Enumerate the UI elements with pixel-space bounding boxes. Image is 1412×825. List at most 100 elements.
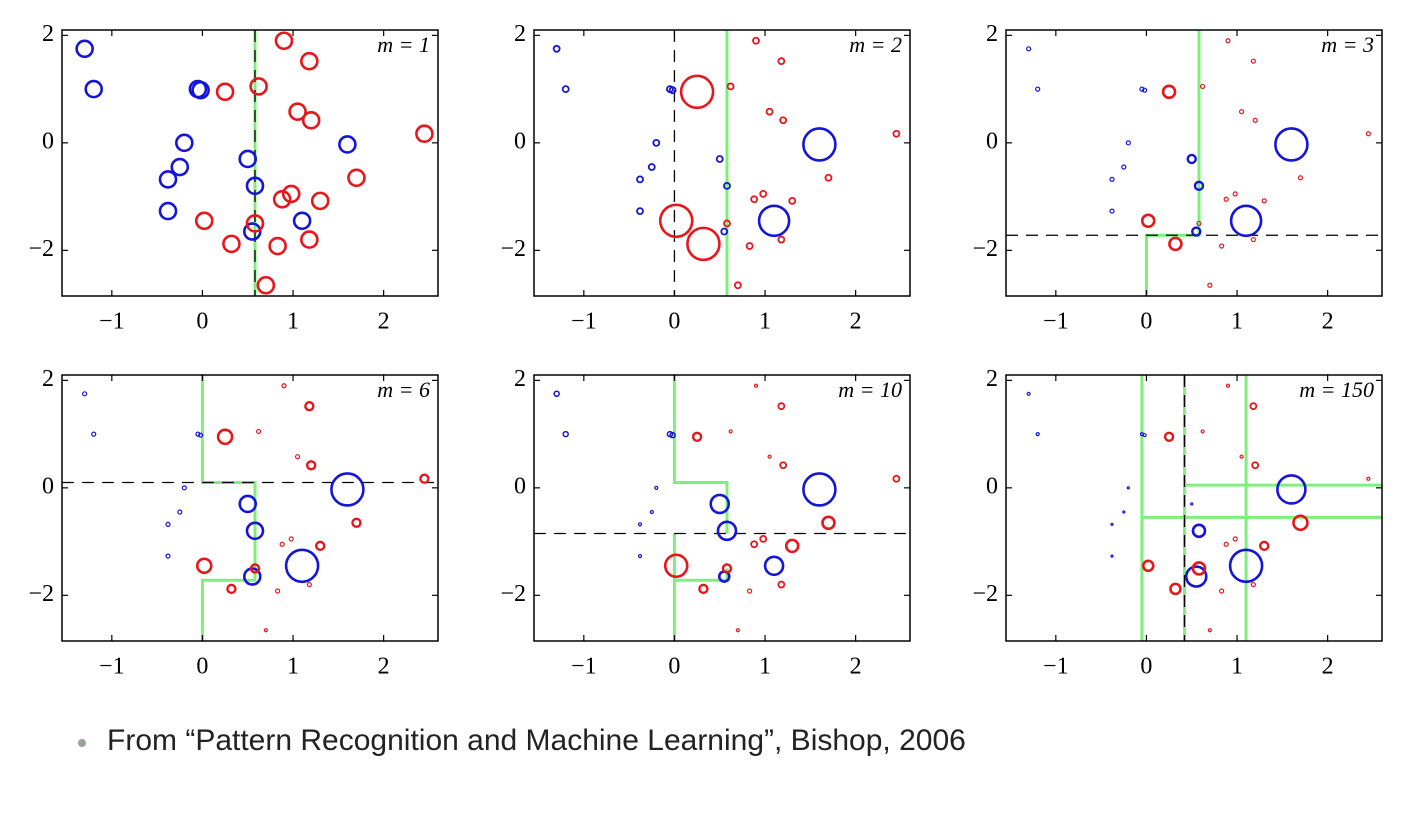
panel-title: m = 6 [377,377,430,402]
point [824,173,833,182]
point [1252,117,1258,123]
y-tick-label: −2 [972,236,998,262]
y-tick-label: 0 [986,473,998,499]
point [279,541,285,547]
point [1276,474,1307,505]
point [777,57,786,66]
plot-frame [1005,374,1383,642]
y-tick-label: 2 [986,21,998,47]
x-tick-label: 2 [850,654,862,680]
point [306,581,312,588]
point [759,534,768,543]
y-tick-label: 2 [514,366,526,392]
point [268,236,287,256]
point [745,242,754,250]
point [1365,131,1372,137]
point [222,234,241,254]
point [679,74,715,110]
point [195,557,213,575]
x-tick-label: 0 [1140,309,1152,335]
point [726,82,735,91]
panel-title: m = 2 [849,32,902,57]
point [1190,502,1194,506]
x-tick-label: 2 [1322,309,1334,335]
point [1274,127,1309,162]
point [1251,461,1260,470]
point [658,203,694,239]
point [1026,391,1031,396]
panel-title: m = 3 [1321,32,1374,57]
point [158,201,178,221]
point [777,235,786,244]
y-tick-label: 0 [42,128,54,154]
point [226,583,237,595]
point [82,391,88,397]
point [723,219,731,228]
y-tick-label: 0 [514,128,526,154]
point [274,31,294,51]
point [892,129,901,138]
point [1366,476,1371,481]
point [1186,153,1197,165]
x-tick-label: −1 [571,309,597,335]
y-tick-label: 2 [42,21,54,47]
point [1200,429,1205,434]
point [1122,510,1126,514]
point [1035,86,1041,92]
point [256,428,262,435]
point [1140,213,1156,229]
point [1109,176,1115,182]
point [194,211,214,231]
point [415,124,434,144]
x-tick-label: −1 [99,309,125,335]
point [788,196,797,205]
plot-area [552,30,901,296]
plot-frame [533,374,911,642]
point [238,494,258,514]
x-tick-label: 0 [196,654,208,680]
point [1169,582,1182,596]
plot-frame [1005,29,1383,297]
point [215,82,235,102]
point [1196,220,1202,227]
point [733,281,742,290]
point [1232,191,1238,197]
x-tick-label: 2 [850,309,862,335]
point [281,184,301,204]
plot-area [1006,30,1382,296]
point [256,275,276,295]
point [721,563,733,574]
x-tick-label: 0 [668,309,680,335]
point [284,548,320,584]
x-tick-label: −1 [1043,654,1069,680]
x-tick-label: −1 [1043,309,1069,335]
x-tick-label: 1 [759,309,771,335]
plot-area [62,375,438,641]
point [301,110,321,130]
plot-area [534,375,910,641]
point [777,402,786,411]
x-tick-label: −1 [99,654,125,680]
point [750,540,759,549]
point [1139,86,1145,92]
point [75,39,94,59]
panel: −1 0 1 2 −2 0 2 m = 6 [28,366,439,680]
panel: −1 0 1 2 −2 0 2 m = 1 [28,21,439,335]
point [698,583,709,595]
y-tick-label: −2 [972,581,998,607]
point [1141,559,1155,573]
y-tick-label: −2 [28,236,54,262]
point [562,430,569,438]
point [170,157,190,177]
point [242,567,262,586]
x-tick-label: 2 [378,309,390,335]
point [165,521,171,527]
point [1193,180,1205,192]
point [419,473,430,484]
point [763,555,785,577]
point [1239,454,1244,459]
point [238,149,258,169]
point [649,509,654,515]
x-tick-label: 0 [196,309,208,335]
